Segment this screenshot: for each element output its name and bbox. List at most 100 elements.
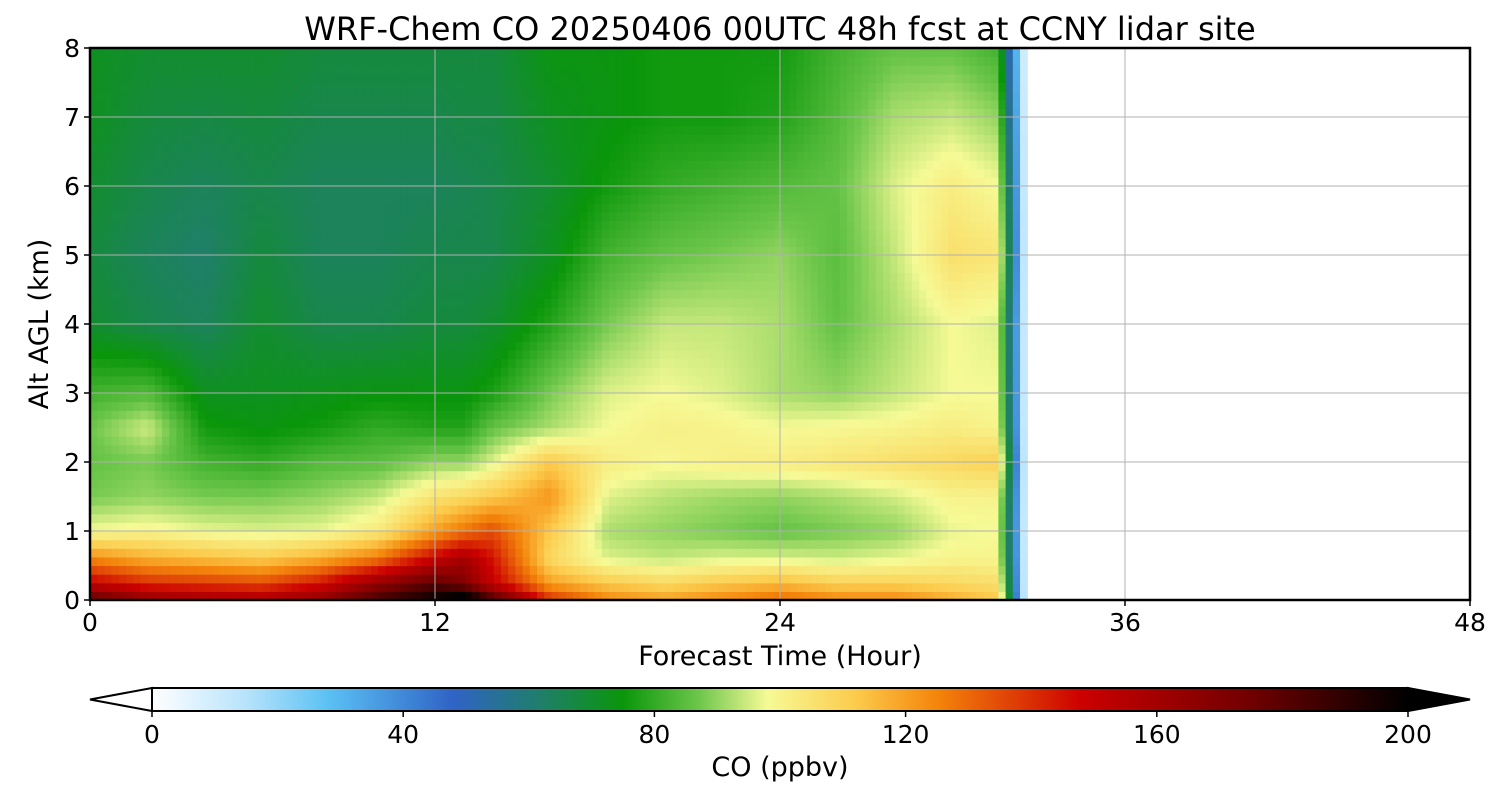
heatmap-cell — [226, 168, 235, 178]
heatmap-cell — [551, 375, 560, 385]
heatmap-cell — [234, 367, 242, 377]
heatmap-cell — [205, 289, 214, 299]
heatmap-cell — [299, 427, 307, 437]
heatmap-cell — [623, 263, 632, 273]
heatmap-cell — [183, 324, 192, 334]
heatmap-cell — [356, 255, 365, 265]
heatmap-cell — [327, 134, 336, 144]
heatmap-cell — [400, 194, 408, 204]
heatmap-cell — [544, 582, 553, 592]
heatmap-cell — [486, 142, 495, 153]
heatmap-cell — [219, 591, 228, 600]
heatmap-cell — [616, 453, 625, 463]
heatmap-cell — [464, 289, 473, 299]
heatmap-cell — [421, 548, 430, 558]
heatmap-cell — [126, 108, 134, 118]
heatmap-cell — [147, 332, 156, 342]
heatmap-cell — [522, 73, 531, 84]
heatmap-cell — [508, 177, 516, 187]
heatmap-cell — [176, 246, 185, 256]
heatmap-cell — [443, 160, 452, 170]
heatmap-cell — [500, 505, 509, 515]
heatmap-cell — [212, 401, 221, 411]
heatmap-cell — [349, 591, 358, 600]
heatmap-cell — [486, 168, 495, 178]
heatmap-cell — [428, 160, 437, 170]
heatmap-cell — [414, 393, 423, 403]
heatmap-cell — [320, 462, 329, 472]
heatmap-cell — [464, 531, 473, 541]
heatmap-cell — [219, 444, 228, 454]
heatmap-cell — [407, 462, 416, 472]
heatmap-cell — [342, 237, 351, 247]
heatmap-cell — [118, 237, 127, 247]
heatmap-cell — [414, 332, 423, 342]
heatmap-cell — [392, 117, 401, 127]
heatmap-cell — [587, 203, 596, 213]
heatmap-cell — [241, 462, 250, 472]
heatmap-cell — [111, 582, 120, 592]
heatmap-cell — [118, 211, 127, 222]
heatmap-cell — [313, 108, 322, 118]
heatmap-cell — [479, 375, 488, 385]
heatmap-cell — [551, 203, 560, 213]
heatmap-cell — [363, 479, 372, 489]
heatmap-cell — [284, 531, 293, 541]
heatmap-cell — [594, 186, 603, 196]
heatmap-cell — [371, 237, 379, 247]
heatmap-cell — [587, 531, 596, 541]
heatmap-cell — [378, 375, 387, 385]
heatmap-cell — [414, 117, 423, 127]
heatmap-cell — [255, 513, 264, 523]
heatmap-cell — [587, 220, 596, 230]
heatmap-cell — [486, 539, 495, 549]
heatmap-cell — [270, 531, 279, 541]
heatmap-cell — [522, 367, 531, 377]
heatmap-cell — [126, 341, 134, 351]
heatmap-cell — [349, 522, 358, 532]
heatmap-cell — [479, 263, 488, 273]
heatmap-cell — [443, 462, 452, 472]
heatmap-cell — [573, 349, 581, 360]
heatmap-cell — [342, 462, 351, 472]
heatmap-cell — [400, 487, 408, 498]
heatmap-cell — [537, 487, 545, 498]
heatmap-cell — [645, 444, 653, 454]
heatmap-cell — [421, 246, 430, 256]
heatmap-cell — [522, 531, 531, 541]
heatmap-cell — [616, 324, 625, 334]
heatmap-cell — [515, 229, 524, 239]
heatmap-cell — [493, 531, 502, 541]
heatmap-cell — [342, 108, 351, 118]
heatmap-cell — [436, 496, 444, 506]
heatmap-cell — [162, 427, 170, 437]
heatmap-cell — [400, 548, 408, 558]
heatmap-cell — [205, 436, 214, 446]
heatmap-cell — [126, 99, 134, 109]
heatmap-cell — [126, 246, 134, 256]
heatmap-cell — [443, 56, 452, 66]
heatmap-cell — [573, 574, 581, 584]
heatmap-cell — [457, 289, 466, 299]
heatmap-cell — [212, 548, 221, 558]
heatmap-cell — [255, 255, 264, 265]
heatmap-cell — [515, 427, 524, 437]
heatmap-cell — [623, 436, 632, 446]
heatmap-cell — [392, 220, 401, 230]
heatmap-cell — [428, 341, 437, 351]
heatmap-cell — [284, 272, 293, 282]
heatmap-cell — [104, 582, 113, 592]
heatmap-cell — [306, 246, 315, 256]
heatmap-cell — [573, 203, 581, 213]
heatmap-cell — [645, 272, 653, 282]
heatmap-cell — [349, 418, 358, 429]
heatmap-cell — [118, 298, 127, 308]
heatmap-cell — [299, 289, 307, 299]
heatmap-cell — [356, 117, 365, 127]
heatmap-cell — [241, 427, 250, 437]
heatmap-cell — [378, 418, 387, 429]
heatmap-cell — [255, 487, 264, 498]
heatmap-cell — [544, 505, 553, 515]
heatmap-cell — [183, 263, 192, 273]
heatmap-cell — [356, 48, 365, 58]
